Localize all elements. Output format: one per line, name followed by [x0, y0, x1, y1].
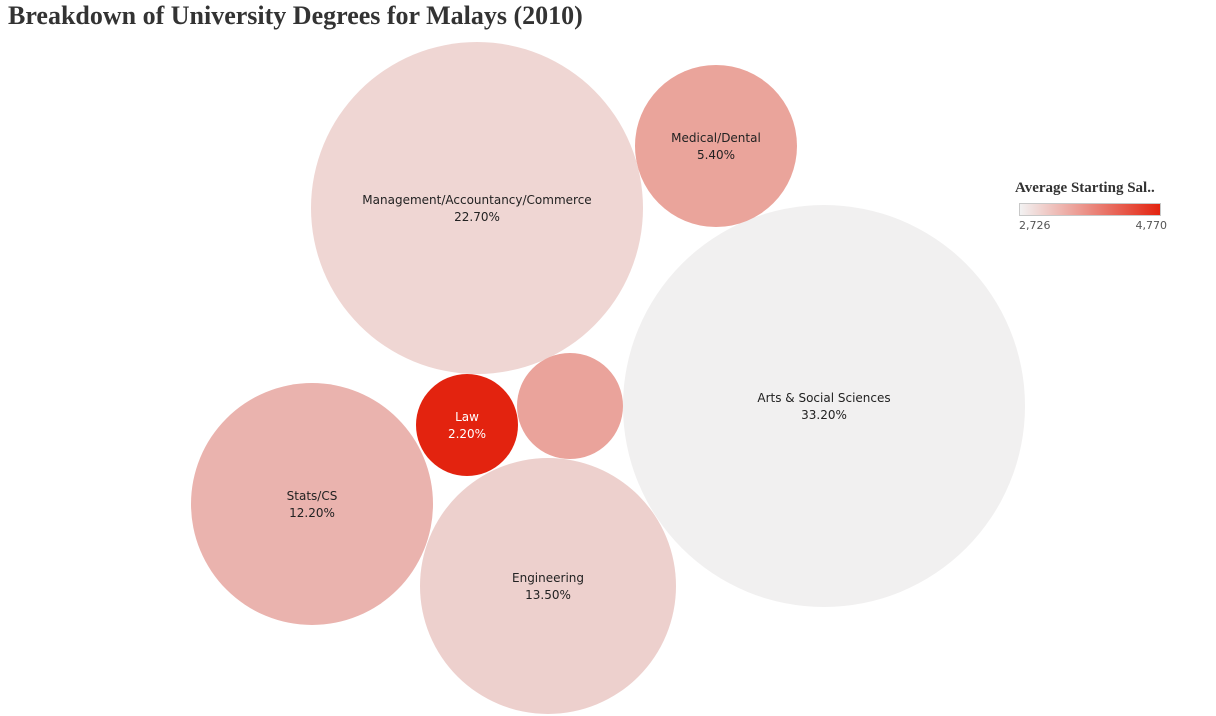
bubble-medical-dental[interactable]: Medical/Dental 5.40% — [635, 65, 797, 227]
bubble-arts-social-sciences[interactable]: Arts & Social Sciences 33.20% — [623, 205, 1025, 607]
bubble-circle[interactable] — [635, 65, 797, 227]
legend-gradient-bar — [1019, 203, 1161, 216]
bubble-name-label: Arts & Social Sciences — [757, 391, 890, 405]
bubble-law[interactable]: Law 2.20% — [416, 374, 518, 476]
bubble-management-accountancy-commerce[interactable]: Management/Accountancy/Commerce 22.70% — [311, 42, 643, 374]
legend-title: Average Starting Sal.. — [1015, 180, 1155, 196]
bubble-name-label: Medical/Dental — [671, 131, 761, 145]
chart-title: Breakdown of University Degrees for Mala… — [8, 1, 583, 30]
legend-max-label: 4,770 — [1135, 219, 1168, 232]
bubble-circle[interactable] — [191, 383, 433, 625]
bubble-value-label: 13.50% — [525, 588, 571, 602]
bubble-value-label: 22.70% — [454, 210, 500, 224]
bubble-circle[interactable] — [517, 353, 623, 459]
bubble-value-label: 5.40% — [697, 148, 735, 162]
bubble-value-label: 33.20% — [801, 408, 847, 422]
bubble-value-label: 12.20% — [289, 506, 335, 520]
bubble-engineering[interactable]: Engineering 13.50% — [420, 458, 676, 714]
bubble-unlabeled[interactable] — [517, 353, 623, 459]
legend-min-label: 2,726 — [1019, 219, 1051, 232]
bubble-name-label: Stats/CS — [287, 489, 338, 503]
bubble-circle[interactable] — [420, 458, 676, 714]
bubble-value-label: 2.20% — [448, 427, 486, 441]
bubble-circle[interactable] — [623, 205, 1025, 607]
color-legend: Average Starting Sal.. 2,726 4,770 — [1015, 178, 1175, 232]
bubble-name-label: Management/Accountancy/Commerce — [362, 193, 591, 207]
bubble-name-label: Engineering — [512, 571, 584, 585]
bubble-name-label: Law — [455, 410, 479, 424]
bubble-circle[interactable] — [311, 42, 643, 374]
legend-ticks: 2,726 4,770 — [1019, 219, 1167, 232]
bubble-circle[interactable] — [416, 374, 518, 476]
bubble-stats-cs[interactable]: Stats/CS 12.20% — [191, 383, 433, 625]
